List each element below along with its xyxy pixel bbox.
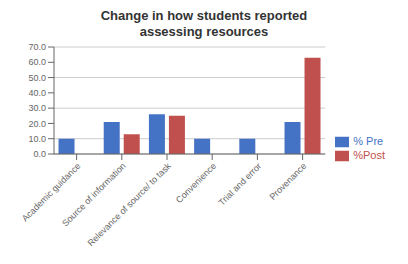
svg-text:Provenance: Provenance xyxy=(267,161,308,202)
svg-text:Source of information: Source of information xyxy=(60,160,128,229)
html-text:Change in how students reporte: Change in how students reported xyxy=(100,8,308,23)
svg-text:30.0: 30.0 xyxy=(28,103,46,113)
html-text:assessing resources: assessing resources xyxy=(139,24,269,39)
svg-text:60.0: 60.0 xyxy=(28,57,46,67)
svg-text:50.0: 50.0 xyxy=(28,73,46,83)
html-text:%Post: %Post xyxy=(353,149,385,161)
html-text:% Pre: % Pre xyxy=(353,134,384,147)
svg-text:Relevance of source/ to task: Relevance of source/ to task xyxy=(86,161,174,249)
svg-text:70.0: 70.0 xyxy=(28,42,46,52)
svg-text:20.0: 20.0 xyxy=(28,119,46,129)
svg-text:10.0: 10.0 xyxy=(28,134,46,144)
svg-text:0.0: 0.0 xyxy=(33,149,46,159)
svg-text:Trial and error: Trial and error xyxy=(217,161,264,208)
svg-text:Academic guidance: Academic guidance xyxy=(19,160,83,224)
svg-text:40.0: 40.0 xyxy=(28,88,46,98)
svg-text:Convenience: Convenience xyxy=(174,161,218,205)
